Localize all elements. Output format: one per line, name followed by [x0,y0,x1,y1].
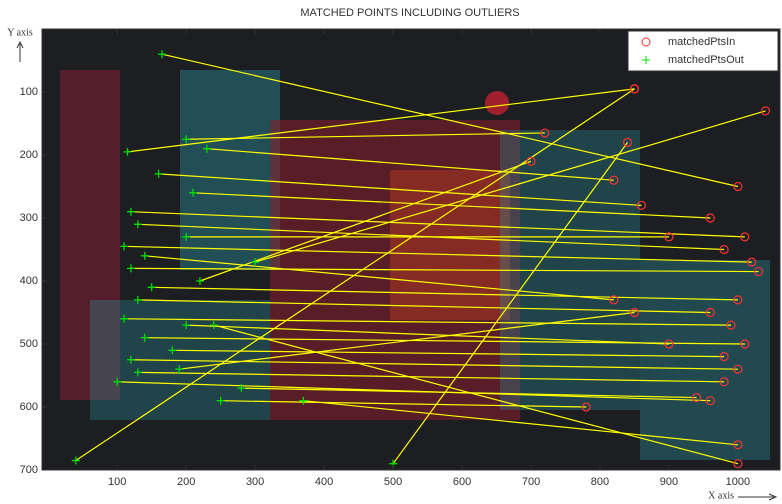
y-tick-label: 500 [20,338,38,350]
y-tick-label: 600 [20,401,38,413]
x-tick-label: 900 [660,476,678,488]
image-region [640,260,770,460]
x-tick-label: 800 [591,476,609,488]
x-tick-label: 700 [522,476,540,488]
chart-title: MATCHED POINTS INCLUDING OUTLIERS [300,7,519,19]
y-tick-label: 200 [20,149,38,161]
y-tick-label: 300 [20,212,38,224]
x-tick-label: 400 [315,476,333,488]
x-tick-label: 200 [177,476,195,488]
x-tick-label: 1000 [726,476,750,488]
y-tick-label: 400 [20,275,38,287]
x-axis-label: X axis [708,490,734,501]
x-tick-label: 600 [453,476,471,488]
image-region [485,91,509,115]
figure: MATCHED POINTS INCLUDING OUTLIERS Y axis… [0,0,782,504]
legend-label: matchedPtsIn [668,36,735,48]
image-region [180,70,280,270]
legend-label: matchedPtsOut [668,54,744,66]
x-tick-label: 100 [108,476,126,488]
x-tick-label: 500 [384,476,402,488]
y-axis-label: Y axis [7,27,33,38]
y-tick-label: 700 [20,464,38,476]
x-tick-label: 300 [246,476,264,488]
y-tick-label: 100 [20,86,38,98]
